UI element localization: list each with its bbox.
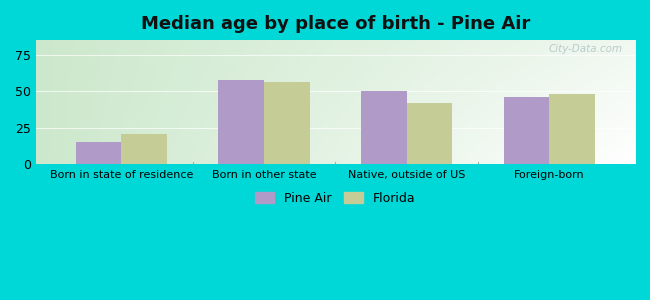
Bar bbox=[264, 82, 310, 164]
Text: City-Data.com: City-Data.com bbox=[549, 44, 623, 54]
Title: Median age by place of birth - Pine Air: Median age by place of birth - Pine Air bbox=[141, 15, 530, 33]
Bar bbox=[122, 134, 167, 164]
Bar bbox=[549, 94, 595, 164]
Bar bbox=[407, 103, 452, 164]
Bar bbox=[361, 91, 407, 164]
Legend: Pine Air, Florida: Pine Air, Florida bbox=[250, 187, 421, 210]
Bar bbox=[218, 80, 264, 164]
Bar bbox=[76, 142, 122, 164]
Bar bbox=[504, 97, 549, 164]
